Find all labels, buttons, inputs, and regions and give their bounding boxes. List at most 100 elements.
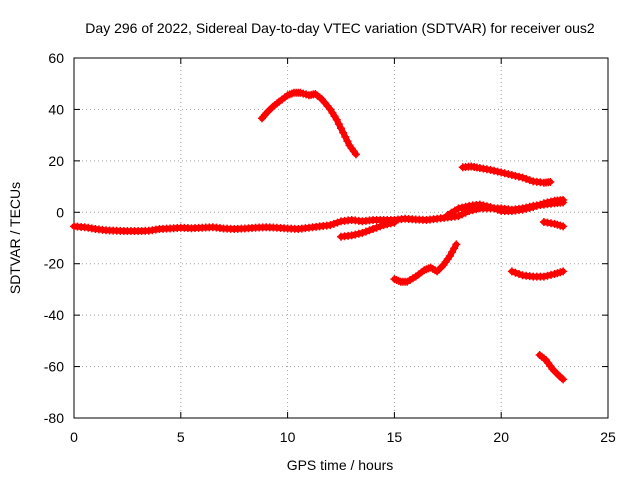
data-point xyxy=(525,176,534,185)
data-point xyxy=(365,226,374,235)
y-tick-label: -80 xyxy=(44,410,64,426)
series-upper-branch xyxy=(443,195,568,219)
data-point xyxy=(539,272,548,281)
y-tick-label: 20 xyxy=(48,153,64,169)
x-tick-label: 20 xyxy=(493,429,509,445)
y-tick-label: 0 xyxy=(56,204,64,220)
data-point xyxy=(511,171,520,180)
y-axis-label: SDTVAR / TECUs xyxy=(7,182,23,294)
data-point xyxy=(486,165,495,174)
data-point xyxy=(515,172,523,181)
data-point xyxy=(351,230,360,239)
data-point xyxy=(475,200,484,209)
data-point xyxy=(354,229,363,238)
x-tick-label: 5 xyxy=(177,429,185,445)
data-point xyxy=(536,200,545,209)
data-point xyxy=(500,169,509,178)
data-point xyxy=(339,128,348,137)
x-tick-label: 15 xyxy=(387,429,403,445)
data-point xyxy=(511,268,520,277)
data-point xyxy=(532,201,541,210)
ticks: 0 5 10 15 20 25 -80 -60 -40 -20 0 20 40 60 xyxy=(44,50,616,445)
data-point xyxy=(493,167,502,176)
data-point xyxy=(493,205,502,214)
data-point xyxy=(507,267,516,276)
y-tick-label: 60 xyxy=(48,50,64,66)
data-point xyxy=(461,202,470,211)
data-point xyxy=(559,195,568,204)
plot-frame xyxy=(73,57,609,419)
data-point xyxy=(329,219,338,228)
data-point xyxy=(390,218,399,227)
data-point xyxy=(343,137,352,146)
data-point xyxy=(490,166,499,175)
data-point xyxy=(557,374,566,383)
data-point xyxy=(522,204,531,213)
series-arc-minus60 xyxy=(535,351,568,384)
data-point xyxy=(529,203,538,212)
data-point xyxy=(559,222,568,231)
data-layer xyxy=(70,88,568,384)
series-main-band xyxy=(70,198,568,236)
data-point xyxy=(386,219,395,228)
data-point xyxy=(559,267,568,276)
data-point xyxy=(546,177,555,186)
x-axis-label: GPS time / hours xyxy=(287,457,394,473)
series-arc-minus24 xyxy=(390,240,461,286)
data-point xyxy=(337,124,345,133)
y-tick-label: -20 xyxy=(44,256,64,272)
data-point xyxy=(504,170,513,179)
data-point xyxy=(454,212,463,221)
x-tick-label: 10 xyxy=(280,429,296,445)
data-point xyxy=(525,204,534,212)
data-point xyxy=(559,375,568,384)
data-point xyxy=(341,132,350,141)
chart-title: Day 296 of 2022, Sidereal Day-to-day VTE… xyxy=(85,20,595,36)
data-point xyxy=(518,173,527,182)
data-point xyxy=(547,270,556,279)
series-arc-17 xyxy=(458,162,555,187)
data-point xyxy=(332,115,341,124)
series-line xyxy=(391,241,460,285)
series-arc-minus24-right xyxy=(507,267,568,281)
data-point xyxy=(543,198,552,207)
data-point xyxy=(369,225,378,233)
data-point xyxy=(351,150,360,159)
x-tick-label: 0 xyxy=(70,429,78,445)
y-tick-label: -40 xyxy=(44,307,64,323)
y-tick-label: -60 xyxy=(44,359,64,375)
data-point xyxy=(539,199,548,208)
data-point xyxy=(260,111,269,119)
data-point xyxy=(522,174,531,183)
data-point xyxy=(383,220,392,229)
data-point xyxy=(543,271,552,280)
data-point xyxy=(454,204,463,213)
data-point xyxy=(333,218,342,227)
data-point xyxy=(347,231,356,240)
x-tick-label: 25 xyxy=(600,429,616,445)
data-point xyxy=(482,202,491,211)
data-point xyxy=(334,120,343,128)
data-point xyxy=(372,223,381,232)
data-point xyxy=(358,228,367,237)
data-point xyxy=(379,221,388,230)
data-point xyxy=(547,197,556,206)
data-point xyxy=(507,171,516,179)
data-point xyxy=(452,240,461,249)
data-point xyxy=(458,210,467,219)
data-point xyxy=(479,201,488,210)
data-point xyxy=(326,221,335,230)
data-point xyxy=(458,203,467,212)
series-lower-branch xyxy=(337,218,399,241)
data-point xyxy=(376,222,385,231)
data-point xyxy=(490,204,499,213)
data-point xyxy=(518,205,527,214)
data-point xyxy=(361,227,370,236)
y-tick-label: 40 xyxy=(48,101,64,117)
series-short-minus4 xyxy=(539,218,568,231)
series-arc-40 xyxy=(257,88,360,159)
data-point xyxy=(486,203,495,212)
data-point xyxy=(497,168,506,177)
data-point xyxy=(515,270,523,278)
